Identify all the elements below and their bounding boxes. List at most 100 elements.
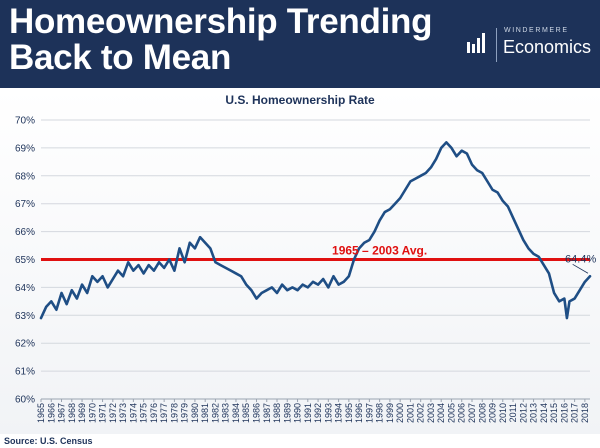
x-tick-label: 2015 xyxy=(549,403,559,423)
data-point xyxy=(173,269,176,272)
data-point xyxy=(399,197,402,200)
data-point xyxy=(245,283,248,286)
data-point xyxy=(471,163,473,166)
x-tick-label: 2014 xyxy=(539,403,549,423)
data-point xyxy=(178,247,181,250)
data-point xyxy=(460,149,463,152)
data-point xyxy=(209,247,212,250)
data-point xyxy=(60,292,63,294)
x-tick-label: 1995 xyxy=(344,403,354,423)
x-tick-label: 1975 xyxy=(139,403,149,423)
x-tick-label: 1992 xyxy=(313,403,323,423)
data-point xyxy=(219,264,222,266)
x-tick-label: 1997 xyxy=(364,403,374,423)
data-point xyxy=(527,247,530,250)
header-banner: Homeownership Trending Back to Mean WIND… xyxy=(0,0,600,88)
logo-product-text: Economics xyxy=(503,37,592,57)
x-tick-label: 2006 xyxy=(457,403,467,423)
data-point xyxy=(265,289,268,292)
x-tick-label: 1973 xyxy=(118,403,128,423)
data-point xyxy=(127,261,130,264)
data-point xyxy=(394,202,396,205)
data-point xyxy=(101,275,104,278)
x-tick-label: 2016 xyxy=(559,403,569,423)
x-tick-label: 1970 xyxy=(87,403,97,423)
data-point xyxy=(260,292,263,294)
homeownership-line-chart: 60%61%62%63%64%65%66%67%68%69%70%1965 196… xyxy=(15,116,596,424)
data-point xyxy=(486,180,489,183)
page-title-line-2: Back to Mean xyxy=(9,38,232,77)
data-point xyxy=(40,317,42,319)
data-point xyxy=(301,283,304,286)
data-point xyxy=(476,169,479,172)
x-tick-label: 1974 xyxy=(128,403,138,423)
x-tick-label: 1982 xyxy=(210,403,220,423)
data-point xyxy=(583,280,586,283)
data-point xyxy=(250,289,253,292)
data-point xyxy=(501,200,504,202)
y-tick-label: 60% xyxy=(15,395,35,406)
data-point xyxy=(214,261,217,264)
data-point xyxy=(286,289,289,292)
data-point xyxy=(91,275,94,278)
x-tick-label: 2009 xyxy=(488,403,498,423)
data-point xyxy=(430,166,432,169)
latest-value-leader-line xyxy=(572,263,589,274)
data-point xyxy=(435,158,437,160)
data-point xyxy=(306,286,309,289)
y-tick-label: 63% xyxy=(15,311,35,322)
x-tick-label: 1986 xyxy=(251,403,261,423)
x-tick-label: 1994 xyxy=(334,403,344,423)
data-point xyxy=(76,297,78,300)
data-point xyxy=(147,264,150,266)
data-point xyxy=(440,147,443,149)
x-tick-label: 1972 xyxy=(108,403,118,423)
data-point xyxy=(81,283,83,286)
data-point xyxy=(276,292,278,294)
data-point xyxy=(358,247,361,250)
data-point xyxy=(568,300,571,303)
x-tick-label: 1981 xyxy=(200,403,210,423)
data-point xyxy=(96,280,99,283)
x-tick-label: 1967 xyxy=(57,403,67,423)
y-tick-label: 61% xyxy=(15,367,35,378)
x-tick-label: 1966 xyxy=(46,403,56,423)
data-point xyxy=(445,141,448,144)
data-point xyxy=(378,219,381,222)
data-point xyxy=(388,208,391,211)
data-point xyxy=(142,272,145,275)
data-point xyxy=(507,205,509,208)
data-point xyxy=(204,241,207,244)
data-point xyxy=(404,188,407,191)
data-point xyxy=(291,286,294,289)
data-point xyxy=(383,211,386,213)
data-point xyxy=(589,275,591,278)
y-tick-label: 65% xyxy=(15,255,35,266)
data-point xyxy=(409,180,412,183)
data-point xyxy=(419,174,422,177)
data-point xyxy=(240,275,243,278)
data-point xyxy=(332,275,335,278)
y-tick-label: 69% xyxy=(15,143,35,154)
data-point xyxy=(86,292,89,294)
data-point xyxy=(548,272,550,275)
y-tick-label: 70% xyxy=(15,116,35,127)
x-tick-label: 1988 xyxy=(272,403,282,423)
x-tick-label: 1977 xyxy=(159,403,169,423)
data-point xyxy=(229,269,232,272)
x-tick-label: 1987 xyxy=(262,403,272,423)
page-title: Homeownership Trending Back to Mean xyxy=(9,4,432,76)
data-point xyxy=(347,275,350,278)
x-tick-label: 2000 xyxy=(395,403,405,423)
data-point xyxy=(368,239,371,241)
data-point xyxy=(373,230,376,233)
x-tick-label: 2018 xyxy=(580,403,590,423)
data-point xyxy=(312,280,314,283)
latest-value-label: 64.4% xyxy=(565,253,596,265)
data-point xyxy=(414,177,417,180)
x-tick-label: 1985 xyxy=(241,403,251,423)
data-point xyxy=(152,269,155,272)
x-tick-label: 1968 xyxy=(67,403,77,423)
average-annotation-label: 1965 – 2003 Avg. xyxy=(332,244,427,258)
x-tick-label: 1998 xyxy=(375,403,385,423)
